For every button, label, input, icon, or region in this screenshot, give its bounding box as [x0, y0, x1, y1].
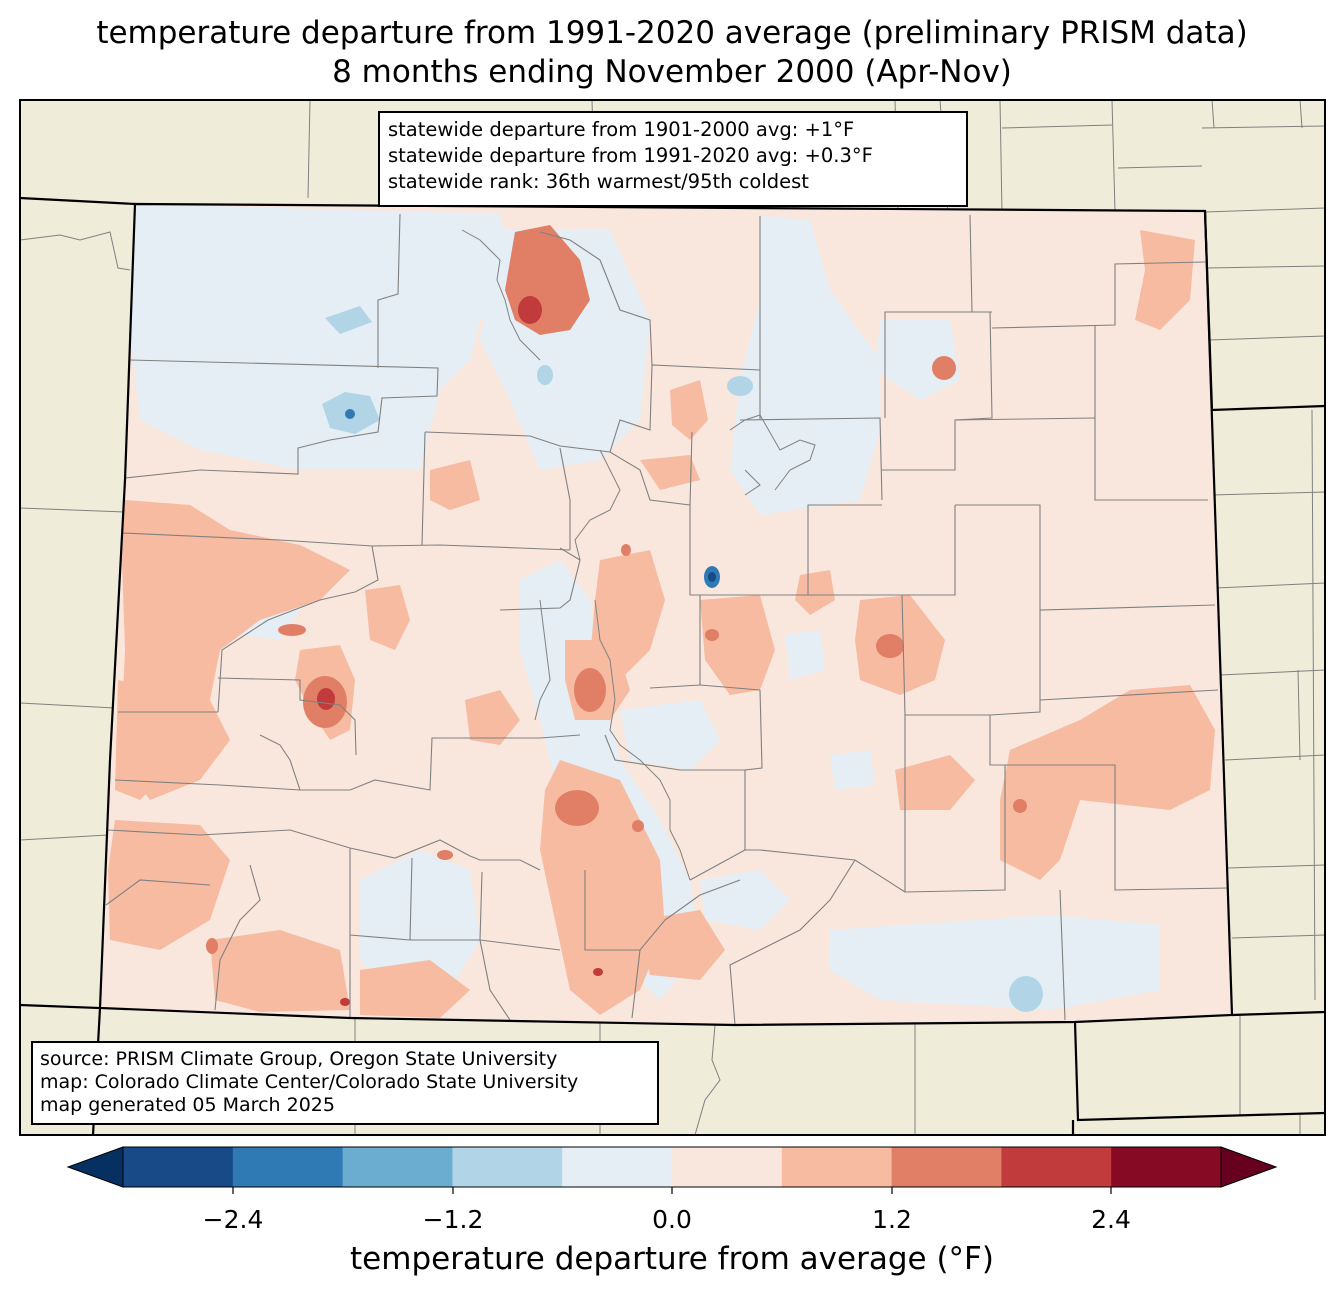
cool-mid-regions [322, 306, 1043, 1012]
stats-departure-1991-2020: statewide departure from 1991-2020 avg: … [388, 144, 873, 167]
stats-departure-1901-2000: statewide departure from 1901-2000 avg: … [388, 118, 855, 141]
colorbar-segment [1111, 1147, 1222, 1187]
map-title-line2: 8 months ending November 2000 (Apr-Nov) [332, 54, 1012, 90]
source-credit-box: source: PRISM Climate Group, Oregon Stat… [31, 1041, 659, 1125]
statewide-stats-box: statewide departure from 1901-2000 avg: … [378, 111, 968, 207]
colorbar-segment [232, 1147, 344, 1187]
source-line: source: PRISM Climate Group, Oregon Stat… [40, 1048, 558, 1070]
county-boundaries [105, 213, 1229, 1026]
divide-boundaries [461, 229, 816, 881]
stats-rank: statewide rank: 36th warmest/95th coldes… [388, 170, 809, 193]
colorbar-extend-high [1220, 1146, 1278, 1188]
colorbar-segment [672, 1147, 783, 1187]
colorbar-tick-label: −2.4 [202, 1205, 264, 1234]
cool-strongest-spot [708, 572, 716, 582]
generated-date-line: map generated 05 March 2025 [40, 1094, 335, 1116]
colorbar-extend-low [66, 1146, 124, 1188]
colorbar-segment [123, 1147, 234, 1187]
colorbar-tick-label: 2.4 [1091, 1205, 1131, 1234]
colorbar-tick-label: −1.2 [422, 1205, 484, 1234]
warm-strong-spots [317, 296, 603, 1006]
map-title-line1: temperature departure from 1991-2020 ave… [96, 15, 1248, 51]
colorado-outline [98, 202, 1234, 1027]
colorbar-segment [342, 1147, 453, 1187]
map-frame [19, 99, 1326, 1136]
colorbar-segment [1001, 1147, 1112, 1187]
colorbar-label: temperature departure from average (°F) [350, 1241, 994, 1277]
colorbar [66, 1146, 1278, 1194]
colorbar-tick-label: 1.2 [872, 1205, 912, 1234]
colorbar-segment [452, 1147, 563, 1187]
colorbar-segment [891, 1147, 1002, 1187]
colorbar-segment [781, 1147, 893, 1187]
colorbar-segment [562, 1147, 673, 1187]
map-credit-line: map: Colorado Climate Center/Colorado St… [40, 1071, 579, 1093]
colorbar-tick-label: 0.0 [652, 1205, 692, 1234]
